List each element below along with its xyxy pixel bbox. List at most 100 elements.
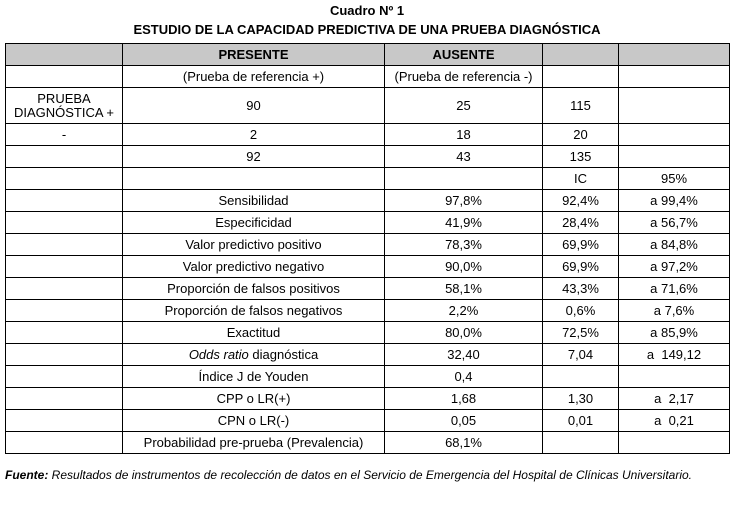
header-presente: PRESENTE [122,43,385,66]
metric-value: 2,2% [384,299,543,322]
metric-label: CPP o LR(+) [122,387,385,410]
metric-empty-cell [5,299,123,322]
cell-neg-ausente: 18 [384,123,543,146]
metric-row: Especificidad 41,9% 28,4% a 56,7% [5,211,730,234]
subheader-row: (Prueba de referencia +) (Prueba de refe… [5,65,730,88]
metric-ci-low: 28,4% [542,211,619,234]
metric-ci-low: 43,3% [542,277,619,300]
metric-ci-low: 7,04 [542,343,619,366]
table-number: Cuadro Nº 1 [329,3,405,18]
metric-ci-high: a 84,8% [618,233,730,256]
metric-ci-low [542,365,619,388]
metric-ci-low: 69,9% [542,233,619,256]
metric-ci-low: 0,6% [542,299,619,322]
metric-ci-high: a 71,6% [618,277,730,300]
ausente-sub: (Prueba de referencia -) [384,65,543,88]
metric-row: Valor predictivo negativo 90,0% 69,9% a 97,… [5,255,730,278]
row-label-positive: PRUEBA DIAGNÓSTICA + [5,87,123,124]
metric-ci-low: 92,4% [542,189,619,212]
metric-row: Exactitud 80,0% 72,5% a 85,9% [5,321,730,344]
metric-row: Odds ratio diagnóstica 32,40 7,04 a 149,12 [5,343,730,366]
metric-ci-high: a 97,2% [618,255,730,278]
metric-empty-cell [5,365,123,388]
metric-ci-high: a 99,4% [618,189,730,212]
metric-ci-low: 72,5% [542,321,619,344]
metric-empty-cell [5,431,123,454]
metric-label: Índice J de Youden [122,365,385,388]
metric-ci-low: 69,9% [542,255,619,278]
metric-row: CPN o LR(-) 0,05 0,01 a 0,21 [5,409,730,432]
metric-ci-low [542,431,619,454]
metric-label: Valor predictivo positivo [122,233,385,256]
metric-value: 58,1% [384,277,543,300]
header-empty-cell [542,43,619,66]
metric-empty-cell [5,233,123,256]
metric-label-rest: diagnóstica [248,346,319,362]
cell-pos-total: 115 [542,87,619,124]
metric-label: CPN o LR(-) [122,409,385,432]
metric-ci-low: 1,30 [542,387,619,410]
cell-total-presente: 92 [122,145,385,168]
footer-source: Fuente: Resultados de instrumentos de re… [5,467,729,483]
metric-row: Proporción de falsos negativos 2,2% 0,6% a … [5,299,730,322]
metric-empty-cell [5,343,123,366]
row-label-negative: - [5,123,123,146]
metric-label: Probabilidad pre-prueba (Prevalencia) [122,431,385,454]
metric-ci-high: a 0,21 [618,409,730,432]
metric-label: Valor predictivo negativo [122,255,385,278]
metric-label: Especificidad [122,211,385,234]
metric-empty-cell [5,409,123,432]
metric-value: 32,40 [384,343,543,366]
metric-row: Valor predictivo positivo 78,3% 69,9% a 84,… [5,233,730,256]
metric-ci-low: 0,01 [542,409,619,432]
row-negative: - 2 18 20 [5,123,730,146]
header-row: PRESENTE AUSENTE [5,43,730,66]
metric-value: 1,68 [384,387,543,410]
metric-ci-high: a 2,17 [618,387,730,410]
cell-total-ausente: 43 [384,145,543,168]
metric-empty-cell [5,387,123,410]
header-empty-cell [5,43,123,66]
footer-text: Resultados de instrumentos de recolecció… [48,468,693,482]
cell-neg-presente: 2 [122,123,385,146]
metric-empty-cell [5,277,123,300]
metric-empty-cell [5,189,123,212]
metric-row: Sensibilidad 97,8% 92,4% a 99,4% [5,189,730,212]
metric-label: Exactitud [122,321,385,344]
metric-value: 0,4 [384,365,543,388]
metric-ci-high: a 85,9% [618,321,730,344]
ci-header-row: IC 95% [5,167,730,190]
metric-ci-high [618,365,730,388]
metric-ci-high [618,431,730,454]
metric-row: Probabilidad pre-prueba (Prevalencia) 68,… [5,431,730,454]
table-title: ESTUDIO DE LA CAPACIDAD PREDICTIVA DE UN… [133,22,601,37]
cell-neg-total: 20 [542,123,619,146]
ci-header-pct: 95% [618,167,730,190]
ci-header-ic: IC [542,167,619,190]
row-positive: PRUEBA DIAGNÓSTICA + 90 25 115 [5,87,730,124]
metric-row: Proporción de falsos positivos 58,1% 43,3%… [5,277,730,300]
cell-total-all: 135 [542,145,619,168]
metric-ci-high: a 56,7% [618,211,730,234]
metric-ci-high: a 7,6% [618,299,730,322]
metric-value: 80,0% [384,321,543,344]
metric-empty-cell [5,255,123,278]
metric-row: Índice J de Youden 0,4 [5,365,730,388]
diagnostic-table: PRESENTE AUSENTE (Prueba de referencia +… [5,43,730,454]
metric-label: Odds ratio diagnóstica [122,343,385,366]
metric-empty-cell [5,321,123,344]
metric-label: Sensibilidad [122,189,385,212]
metric-value: 78,3% [384,233,543,256]
header-ausente: AUSENTE [384,43,543,66]
row-total: 92 43 135 [5,145,730,168]
metric-label-italic: Odds ratio [188,346,249,362]
metric-value: 97,8% [384,189,543,212]
presente-sub: (Prueba de referencia +) [122,65,385,88]
header-empty-cell [618,43,730,66]
metric-value: 90,0% [384,255,543,278]
cell-pos-presente: 90 [122,87,385,124]
metric-value: 0,05 [384,409,543,432]
cell-pos-ausente: 25 [384,87,543,124]
metric-value: 68,1% [384,431,543,454]
metric-value: 41,9% [384,211,543,234]
